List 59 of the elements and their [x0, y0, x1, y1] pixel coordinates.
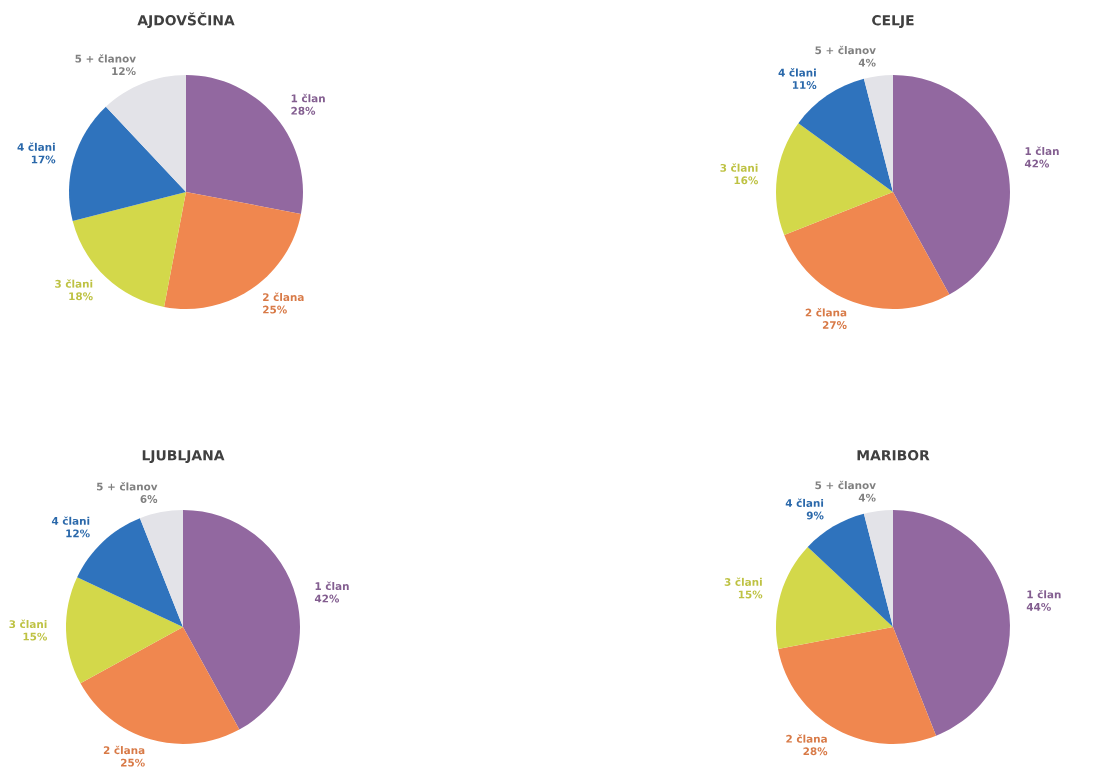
slice-label: 4 člani	[17, 142, 55, 151]
data-label: 4%	[858, 58, 876, 67]
data-label: 28%	[291, 106, 316, 115]
chart-title: MARIBOR	[857, 450, 930, 461]
data-label: 25%	[121, 758, 145, 767]
pie-slice	[863, 510, 893, 627]
data-label: 25%	[263, 305, 287, 314]
pie-slice	[80, 627, 240, 744]
slice-label: 5 + članov	[75, 54, 136, 63]
chart-title: LJUBLJANA	[142, 450, 225, 464]
pie-slice	[105, 75, 186, 192]
chart-title: AJDOVŠČINA	[137, 12, 235, 29]
data-label: 12%	[112, 67, 136, 76]
pie-slice	[784, 192, 950, 309]
pie-slice	[66, 577, 183, 684]
data-label: 44%	[1026, 602, 1051, 611]
data-label: 17%	[31, 155, 56, 164]
slice-label: 2 člana	[263, 292, 304, 302]
data-label: 42%	[1024, 159, 1050, 168]
data-label: 15%	[738, 590, 763, 599]
slice-label: 2 člana	[786, 734, 827, 743]
pie-slice	[778, 627, 937, 744]
data-label: 4%	[858, 493, 876, 502]
data-label: 42%	[314, 594, 340, 603]
data-label: 12%	[66, 529, 90, 538]
slice-label: 5 + članov	[815, 480, 876, 490]
slice-label: 1 član	[1025, 146, 1059, 156]
pie-slice	[807, 513, 893, 627]
data-label: 6%	[140, 495, 158, 503]
pie-slice	[863, 75, 893, 192]
slice-label: 2 člana	[103, 745, 145, 755]
slice-label: 3 člani	[720, 163, 758, 172]
pie-slice	[69, 106, 186, 222]
data-label: 9%	[806, 511, 824, 520]
slice-label: 1 član	[1027, 589, 1061, 599]
slice-label: 1 član	[315, 581, 349, 591]
slice-label: 5 + članov	[815, 45, 876, 55]
pie-slice	[893, 75, 1010, 295]
data-label: 16%	[734, 176, 759, 185]
chart-title: CELJE	[872, 15, 914, 29]
data-label: 11%	[792, 81, 817, 89]
pie-slice	[776, 546, 893, 649]
slice-label: 3 člani	[724, 577, 762, 586]
slice-label: 3 člani	[55, 279, 93, 288]
slice-label: 4 člani	[785, 498, 824, 507]
pie-slice	[139, 510, 183, 627]
slice-label: 5 + članov	[97, 482, 158, 491]
pie-slice	[776, 123, 893, 236]
slice-label: 2 člana	[805, 308, 847, 317]
data-label: 15%	[23, 632, 48, 641]
data-label: 18%	[69, 292, 93, 301]
pie-slice	[893, 510, 1010, 736]
slice-label: 4 člani	[778, 68, 816, 77]
slice-label: 4 člani	[51, 516, 90, 525]
data-label: 27%	[822, 321, 847, 329]
slice-label: 1 član	[291, 93, 325, 103]
data-label: 28%	[803, 747, 828, 756]
pie-slice	[183, 510, 300, 730]
slice-label: 3 člani	[9, 619, 47, 629]
